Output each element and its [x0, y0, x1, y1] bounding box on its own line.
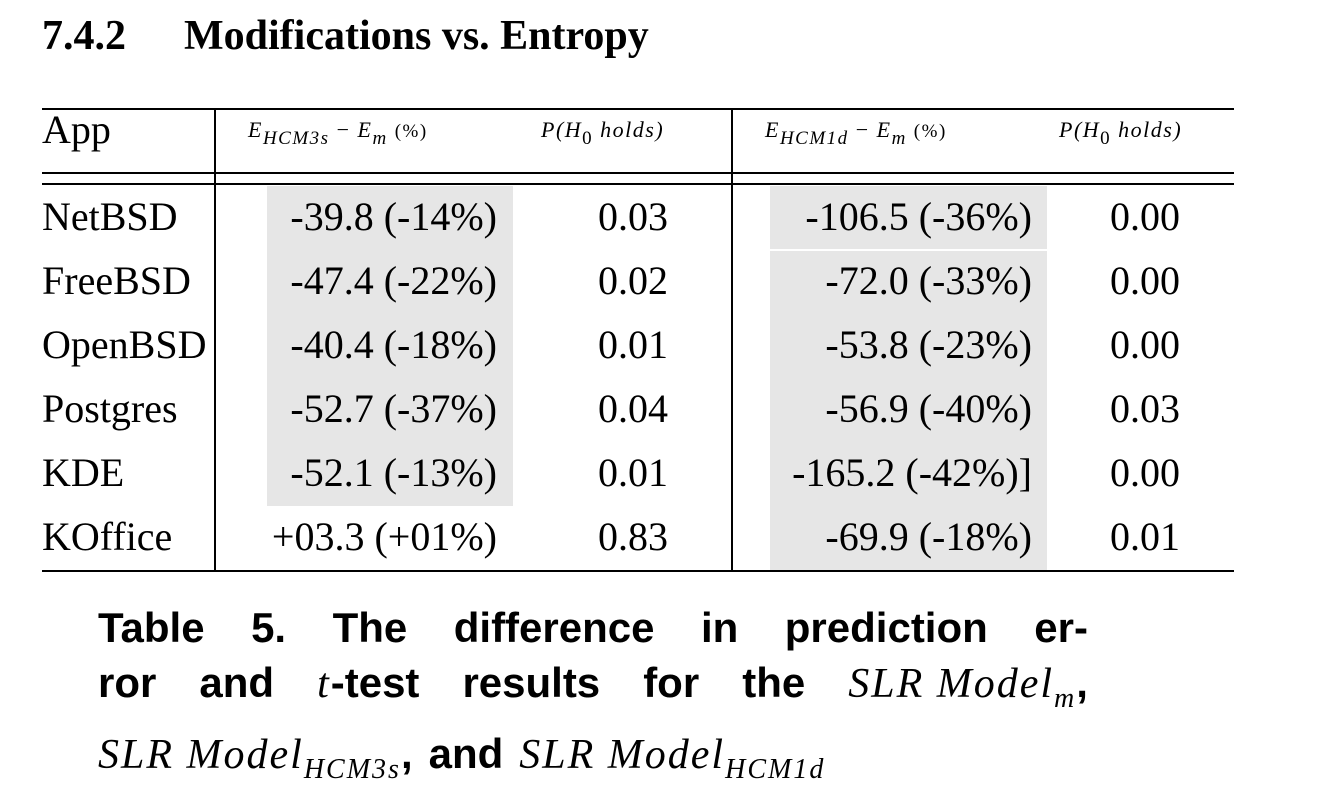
row-p2: 0.00	[1110, 322, 1180, 367]
row-p2: 0.00	[1110, 258, 1180, 303]
row-hcm3s-diff: -52.7 (-37%)	[290, 386, 497, 431]
shade-col1	[267, 186, 513, 506]
header-p1: P(H0 holds)	[541, 117, 665, 149]
row-app: KOffice	[42, 514, 173, 559]
caption-line-3: SLR ModelHCM3s, and SLR ModelHCM1d	[98, 730, 826, 785]
caption-line-2: ror and t-test results for the SLR Model…	[98, 659, 1088, 714]
section-heading: 7.4.2 Modifications vs. Entropy	[42, 12, 649, 60]
row-p2: 0.01	[1110, 514, 1180, 559]
row-hcm1d-diff: -165.2 (-42%)]	[792, 450, 1032, 495]
section-number: 7.4.2	[42, 13, 126, 59]
row-hcm3s-diff: -47.4 (-22%)	[290, 258, 497, 303]
header-rule-2	[42, 183, 1234, 185]
caption-line-1: Table 5. The difference in prediction er…	[98, 604, 1088, 651]
row-p1: 0.04	[598, 386, 668, 431]
row-hcm3s-diff: -39.8 (-14%)	[290, 194, 497, 239]
row-p1: 0.03	[598, 194, 668, 239]
column-divider-2	[731, 110, 733, 572]
row-hcm1d-diff: -56.9 (-40%)	[825, 386, 1032, 431]
row-app: OpenBSD	[42, 322, 207, 367]
row-app: Postgres	[42, 386, 178, 431]
row-hcm1d-diff: -69.9 (-18%)	[825, 514, 1032, 559]
row-hcm1d-diff: -72.0 (-33%)	[825, 258, 1032, 303]
bottom-rule	[42, 570, 1234, 572]
table-caption: Table 5. The difference in prediction er…	[98, 600, 1088, 797]
row-p2: 0.00	[1110, 194, 1180, 239]
row-app: KDE	[42, 450, 125, 495]
row-p2: 0.03	[1110, 386, 1180, 431]
header-hcm1d-diff: EHCM1d − Em (%)	[765, 117, 947, 149]
shade-gap	[770, 249, 1047, 251]
section-title: Modifications vs. Entropy	[184, 13, 649, 59]
row-hcm3s-diff: -40.4 (-18%)	[290, 322, 497, 367]
top-rule	[42, 108, 1234, 110]
row-p1: 0.02	[598, 258, 668, 303]
header-p2: P(H0 holds)	[1059, 117, 1183, 149]
column-divider-1	[214, 110, 216, 572]
row-hcm1d-diff: -53.8 (-23%)	[825, 322, 1032, 367]
row-p1: 0.83	[598, 514, 668, 559]
row-hcm1d-diff: -106.5 (-36%)	[805, 194, 1032, 239]
row-app: FreeBSD	[42, 258, 191, 303]
row-p2: 0.00	[1110, 450, 1180, 495]
row-hcm3s-diff: -52.1 (-13%)	[290, 450, 497, 495]
row-app: NetBSD	[42, 194, 178, 239]
header-hcm3s-diff: EHCM3s − Em (%)	[248, 117, 428, 149]
header-app: App	[42, 107, 111, 152]
header-rule-1	[42, 172, 1234, 174]
row-p1: 0.01	[598, 450, 668, 495]
row-p1: 0.01	[598, 322, 668, 367]
row-hcm3s-diff: +03.3 (+01%)	[271, 514, 497, 559]
